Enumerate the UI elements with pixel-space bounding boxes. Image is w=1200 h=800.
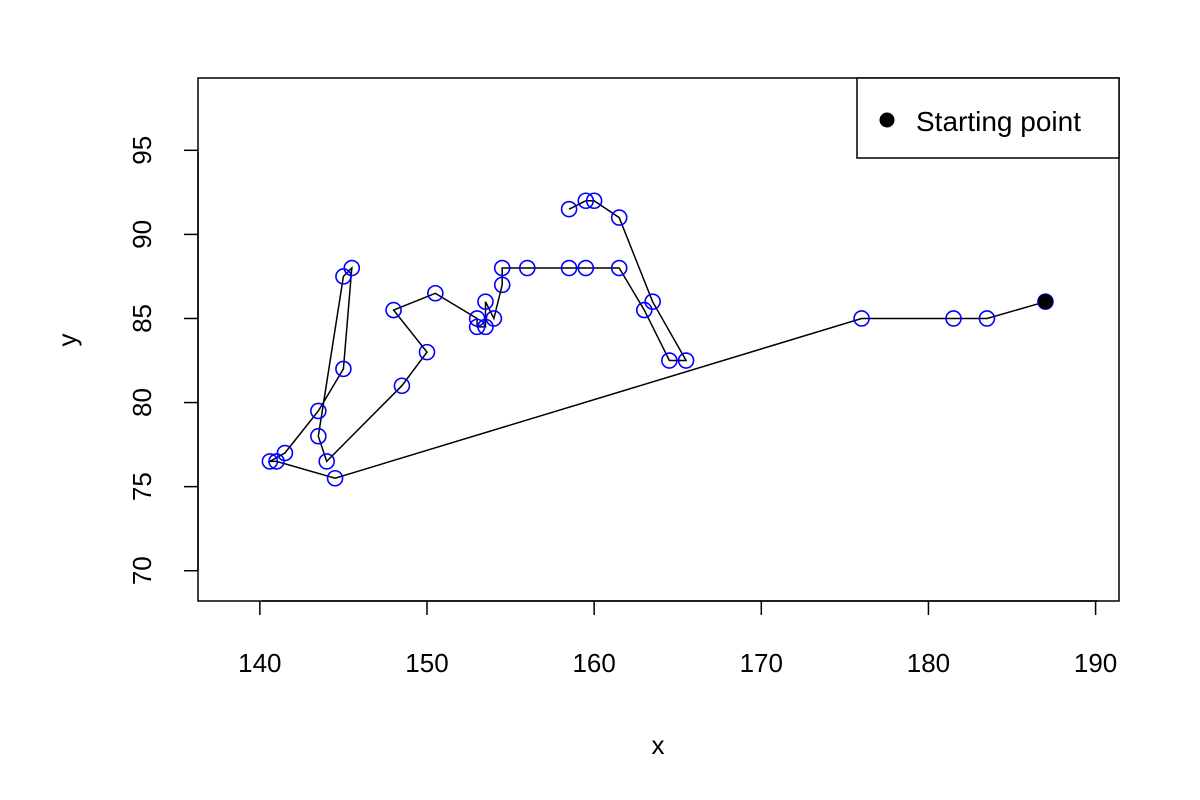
- legend: Starting point: [856, 77, 1120, 159]
- y-tick-label-70: 70: [127, 556, 157, 585]
- x-tick-label-140: 140: [238, 648, 281, 678]
- y-axis: 70 75 80 85 90 95: [127, 136, 199, 585]
- x-tick-label-190: 190: [1074, 648, 1117, 678]
- y-tick-label-80: 80: [127, 388, 157, 417]
- starting-point-marker: [1037, 294, 1053, 310]
- y-axis-title: y: [52, 334, 82, 347]
- x-tick-label-160: 160: [572, 648, 615, 678]
- data-point-1: [978, 310, 996, 327]
- legend-box: [856, 77, 1120, 159]
- legend-starting-point-marker: [879, 112, 895, 128]
- data-point-32: [644, 293, 661, 310]
- data-point-33: [610, 209, 628, 226]
- data-point-31: [677, 352, 695, 369]
- data-point-21: [477, 293, 494, 310]
- data-point-25: [518, 259, 536, 277]
- data-point-6: [261, 453, 279, 470]
- legend-starting-point-label: Starting point: [916, 106, 1081, 137]
- data-point-11: [335, 268, 352, 285]
- x-axis-title: x: [652, 730, 665, 760]
- y-tick-label-90: 90: [127, 220, 157, 249]
- data-point-16: [385, 301, 402, 319]
- data-point-30: [661, 352, 678, 369]
- data-point-9: [335, 360, 352, 378]
- y-tick-label-95: 95: [127, 136, 157, 165]
- trajectory-line: [267, 200, 1046, 479]
- data-point-17: [427, 284, 444, 302]
- data-point-14: [393, 377, 411, 395]
- y-tick-label-75: 75: [127, 472, 157, 501]
- data-point-20: [477, 318, 494, 336]
- data-point-2: [945, 310, 962, 327]
- data-point-7: [276, 444, 294, 462]
- x-tick-label-150: 150: [405, 648, 448, 678]
- x-tick-label-170: 170: [740, 648, 783, 678]
- data-point-19: [468, 318, 486, 336]
- x-axis: 140 150 160 170 180 190: [238, 600, 1117, 678]
- data-point-27: [577, 259, 595, 277]
- data-point-15: [418, 343, 436, 361]
- data-point-35: [577, 192, 595, 210]
- data-point-5: [268, 453, 285, 470]
- data-point-12: [310, 427, 327, 445]
- data-point-28: [610, 259, 628, 277]
- data-point-4: [326, 469, 344, 487]
- data-point-22: [485, 310, 503, 327]
- data-point-18: [468, 310, 486, 327]
- data-point-24: [493, 259, 511, 277]
- data-point-8: [310, 402, 327, 420]
- starting-point-marker-layer: [1037, 294, 1053, 310]
- data-point-10: [343, 259, 361, 277]
- x-tick-label-180: 180: [907, 648, 950, 678]
- data-point-36: [560, 200, 578, 218]
- data-point-29: [635, 301, 653, 319]
- trajectory-path: [267, 200, 1046, 479]
- data-point-23: [493, 276, 511, 294]
- data-point-34: [585, 192, 603, 210]
- data-point-26: [560, 259, 578, 277]
- data-point-3: [853, 310, 870, 327]
- data-point-13: [318, 453, 336, 470]
- y-tick-label-85: 85: [127, 304, 157, 333]
